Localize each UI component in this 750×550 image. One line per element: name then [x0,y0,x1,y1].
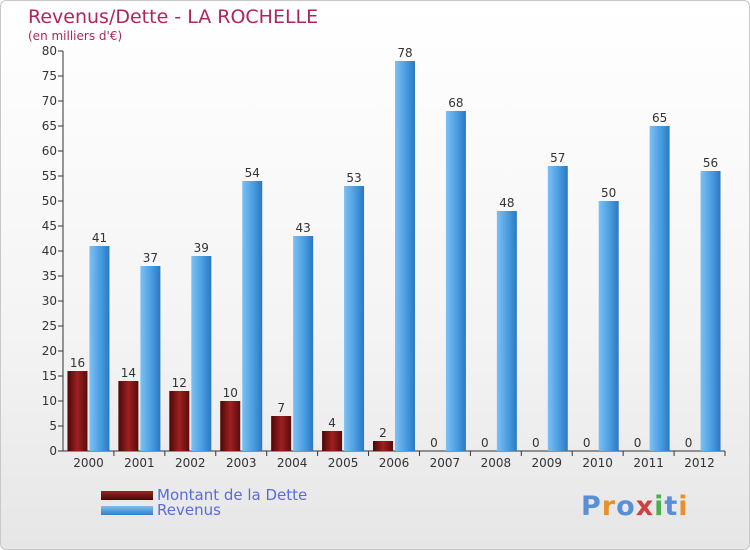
legend-label-dette: Montant de la Dette [157,486,308,504]
bar-revenus [191,256,212,451]
data-label-dette: 0 [634,436,642,450]
y-tick-label: 55 [42,169,57,183]
legend-label-revenus: Revenus [157,501,221,519]
data-label-dette: 7 [277,401,285,415]
bar-dette [271,416,292,451]
x-tick-label: 2002 [175,456,206,470]
bar-revenus [395,61,415,451]
bar-dette [169,391,190,451]
x-tick-label: 2003 [226,456,257,470]
logo-letter: x [635,491,655,522]
bar-dette [118,381,139,451]
bar-revenus [547,166,568,451]
data-label-dette: 2 [379,426,387,440]
y-tick-label: 50 [42,194,57,208]
y-tick-label: 45 [42,219,57,233]
bar-revenus [293,236,314,451]
y-tick-label: 40 [42,244,57,258]
x-tick-label: 2009 [531,456,562,470]
x-tick-label: 2001 [124,456,155,470]
data-label-dette: 0 [532,436,540,450]
bar-revenus [140,266,161,451]
logo-letter: i [678,491,689,522]
y-tick-label: 0 [49,444,57,458]
x-tick-label: 2008 [481,456,512,470]
y-tick-label: 30 [42,294,57,308]
data-label-dette: 4 [328,416,336,430]
logo-letter: i [654,491,665,522]
data-label-revenus: 37 [143,251,158,265]
data-label-revenus: 41 [92,231,107,245]
proxiti-logo: Proxiti [581,491,689,522]
data-label-dette: 10 [223,386,238,400]
legend-swatch-dette [101,490,153,500]
data-label-dette: 0 [481,436,489,450]
data-label-revenus: 48 [499,196,514,210]
x-tick-label: 2006 [379,456,410,470]
data-label-revenus: 78 [397,46,412,60]
y-tick-label: 35 [42,269,57,283]
bar-dette [220,401,241,451]
x-tick-label: 2000 [73,456,104,470]
data-label-revenus: 57 [550,151,565,165]
data-label-dette: 14 [121,366,136,380]
y-tick-label: 20 [42,344,57,358]
bar-dette [322,431,343,451]
y-tick-label: 15 [42,369,57,383]
x-tick-label: 2011 [633,456,664,470]
y-tick-label: 75 [42,69,57,83]
legend-item-dette: Montant de la Dette [101,486,308,504]
data-label-revenus: 65 [652,111,667,125]
x-tick-label: 2007 [430,456,461,470]
bar-revenus [649,126,670,451]
data-label-dette: 12 [172,376,187,390]
y-tick-label: 65 [42,119,57,133]
data-label-revenus: 56 [703,156,718,170]
legend-swatch-revenus [101,505,153,515]
logo-letter: t [664,491,679,522]
bar-revenus [242,181,263,451]
x-tick-label: 2004 [277,456,308,470]
data-label-revenus: 68 [448,96,463,110]
logo-letter: P [581,491,602,522]
bar-revenus [700,171,721,451]
logo-letter: o [616,491,636,522]
bar-revenus [89,246,110,451]
chart-title: Revenus/Dette - LA ROCHELLE [28,6,319,28]
x-tick-label: 2010 [582,456,613,470]
x-tick-label: 2012 [684,456,715,470]
data-label-dette: 0 [430,436,438,450]
data-label-revenus: 53 [346,171,361,185]
data-label-revenus: 54 [245,166,260,180]
y-tick-label: 60 [42,144,57,158]
logo-letter: r [601,491,617,522]
chart-subtitle: (en milliers d'€) [28,29,123,43]
y-tick-label: 5 [49,419,57,433]
data-label-revenus: 43 [296,221,311,235]
bar-revenus [598,201,619,451]
legend-item-revenus: Revenus [101,501,221,519]
bar-dette [373,441,393,451]
data-label-revenus: 39 [194,241,209,255]
bar-dette [67,371,88,451]
bar-revenus [496,211,517,451]
x-tick-label: 2005 [328,456,359,470]
data-label-revenus: 50 [601,186,616,200]
y-tick-label: 25 [42,319,57,333]
y-tick-label: 80 [42,44,57,58]
y-tick-label: 70 [42,94,57,108]
y-tick-label: 10 [42,394,57,408]
bar-revenus [344,186,365,451]
data-label-dette: 16 [70,356,85,370]
data-label-dette: 0 [685,436,693,450]
bar-revenus [445,111,466,451]
data-label-dette: 0 [583,436,591,450]
